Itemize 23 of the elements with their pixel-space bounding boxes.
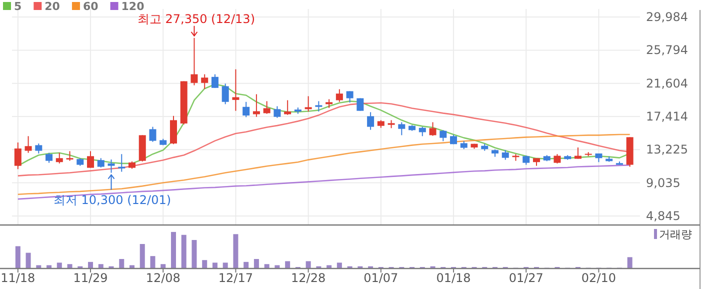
legend-label: 120	[121, 0, 145, 13]
x-tick-label: 12/08	[146, 271, 180, 285]
x-tick-label: 12/28	[291, 271, 326, 285]
x-tick-label: 01/18	[436, 271, 471, 285]
annotation: 최저 10,300 (12/01)	[53, 192, 172, 207]
y-tick-label: 9,035	[646, 176, 680, 190]
x-tick-label: 02/10	[581, 271, 616, 285]
x-tick-label: 12/17	[218, 271, 254, 285]
y-tick-label: 17,414	[646, 109, 688, 124]
x-tick-label: 11/29	[73, 271, 108, 285]
y-tick-label: 4,845	[646, 208, 680, 223]
legend-label: 5	[14, 0, 22, 13]
x-tick-label: 01/27	[508, 271, 544, 285]
x-tick-label: 11/18	[0, 271, 36, 285]
x-tick-label: 01/07	[364, 271, 398, 285]
legend-label: 거래량	[659, 228, 692, 241]
y-tick-label: 21,604	[646, 76, 688, 90]
y-tick-label: 25,794	[646, 43, 688, 58]
y-tick-label: 13,225	[646, 142, 688, 157]
legend-label: 60	[82, 0, 99, 13]
legend-label: 20	[44, 0, 60, 13]
annotation: 최고 27,350 (12/13)	[137, 12, 256, 26]
y-tick-label: 29,984	[646, 10, 688, 24]
